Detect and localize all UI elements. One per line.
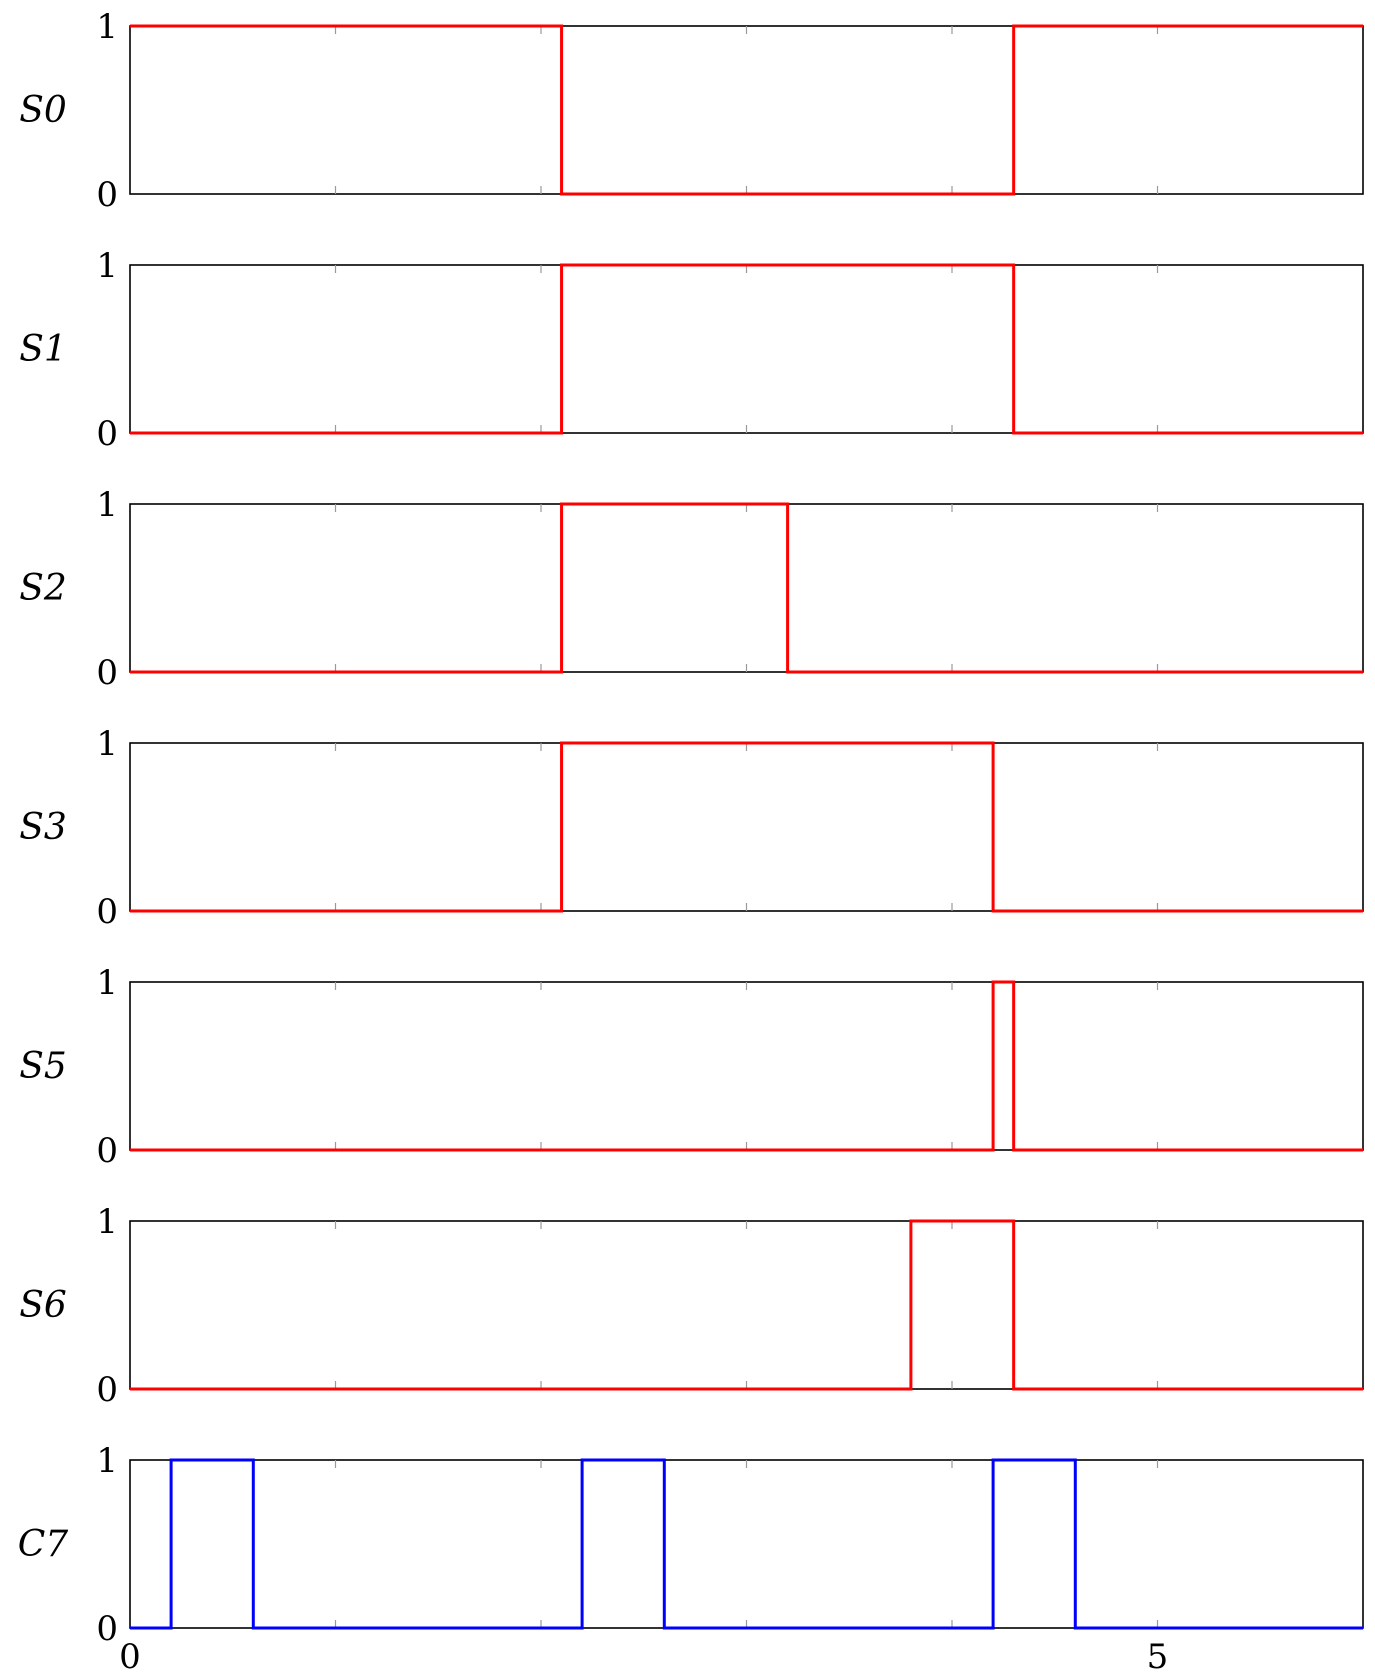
axis-frame [129,25,1364,195]
series-label-c7: C7 [18,1524,69,1565]
y-tick-label: 0 [96,653,118,693]
axis-frame [129,1220,1364,1390]
series-line-c7 [130,1458,1363,1630]
series-label-s5: S5 [19,1046,67,1087]
x-tick-label: 5 [1147,1637,1169,1677]
axis-frame [129,981,1364,1151]
series-line-s2 [130,502,1363,674]
panel-s1: 1 0 S1 [19,246,1364,454]
y-tick-label: 0 [96,1370,118,1410]
series-label-s0: S0 [19,90,67,131]
series-label-s6: S6 [19,1285,67,1326]
y-tick-label: 0 [96,1131,118,1171]
panel-s5: 1 0 S5 [19,963,1364,1171]
y-tick-label: 1 [96,1202,118,1242]
y-tick-label: 0 [96,414,118,454]
panel-s0: 1 0 S0 [19,7,1364,215]
panel-s2: 1 0 S2 [19,485,1364,693]
y-tick-label: 0 [96,1609,118,1649]
series-label-s1: S1 [19,329,67,370]
axis-frame [129,264,1364,434]
series-label-s2: S2 [19,568,67,609]
series-line-s1 [130,263,1363,435]
y-tick-label: 0 [96,892,118,932]
y-tick-label: 1 [96,485,118,525]
panel-s6: 1 0 S6 [19,1202,1364,1410]
series-line-s3 [130,741,1363,913]
axis-frame [129,1459,1364,1629]
axis-frame [129,503,1364,673]
y-tick-label: 1 [96,246,118,286]
x-tick-label: 0 [119,1637,141,1677]
panel-s3: 1 0 S3 [19,724,1364,932]
y-tick-label: 1 [96,724,118,764]
series-label-s3: S3 [19,807,67,848]
axis-frame [129,742,1364,912]
series-line-s5 [130,980,1363,1152]
panel-c7: 1 0 C7 [18,1441,1364,1649]
y-tick-label: 1 [96,1441,118,1481]
y-tick-label: 1 [96,963,118,1003]
series-line-s6 [130,1219,1363,1391]
y-tick-label: 0 [96,175,118,215]
y-tick-label: 1 [96,7,118,47]
series-line-s0 [130,24,1363,196]
